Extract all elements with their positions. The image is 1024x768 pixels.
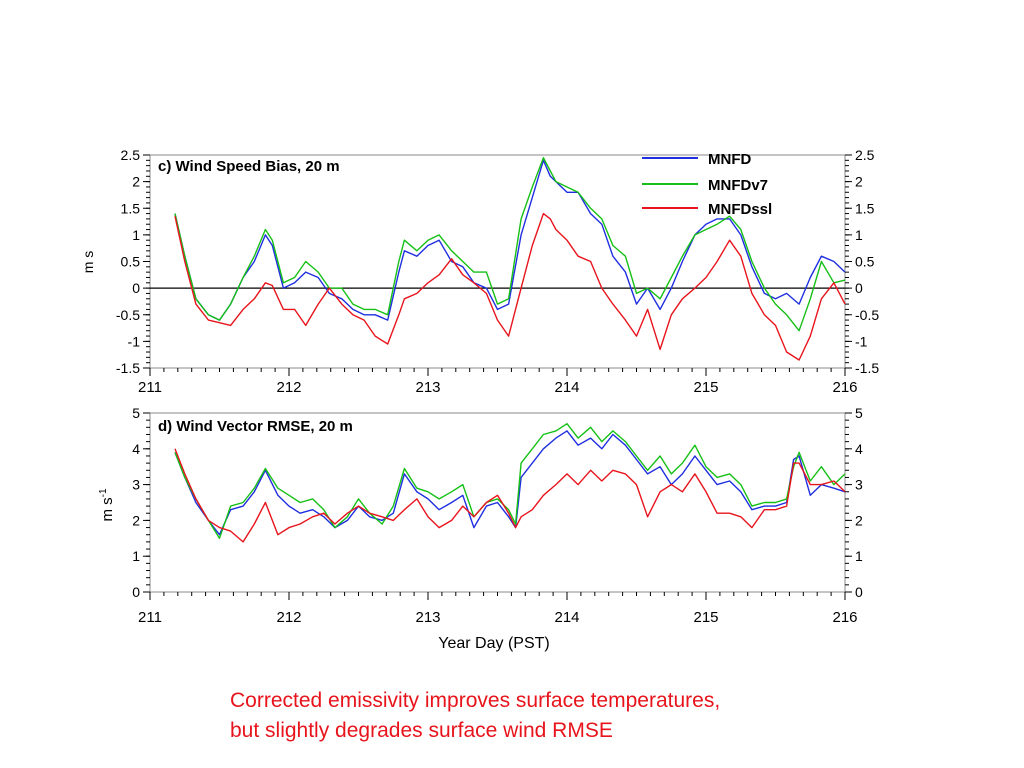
panel-d-xtick-label-3: 214 [554, 609, 579, 626]
panel-d-series-mnfdssl [174, 448, 846, 543]
panel-c-ytick-label-left-5: 1 [132, 227, 140, 243]
panel-c-ytick-label-left-0: -1.5 [116, 360, 140, 376]
panel-d-ytick-label-left-0: 0 [132, 584, 140, 600]
panel-c-series-mnfdssl [174, 212, 846, 361]
panel-d-y-axis-label-group: m s-1 [98, 488, 116, 522]
caption-line-1: Corrected emissivity improves surface te… [230, 689, 721, 712]
panel-d-ytick-label-right-5: 5 [855, 405, 863, 421]
panel-c-xtick-label-4: 215 [693, 379, 718, 396]
panel-d-ytick-label-left-5: 5 [132, 405, 140, 421]
panel-c-ytick-label-right-1: -1 [855, 333, 868, 349]
panel-c-series-mnfd [174, 159, 846, 321]
panel-d-ytick-label-left-4: 4 [132, 441, 140, 457]
panel-d-ytick-label-right-2: 2 [855, 512, 863, 528]
panel-d-series [174, 423, 846, 543]
panel-c-ytick-label-right-6: 1.5 [855, 200, 875, 216]
panel-c-series [174, 156, 846, 361]
panel-c-ytick-label-right-4: 0.5 [855, 254, 875, 270]
panel-c-y-axis-label: m s [80, 251, 96, 274]
panel-d-ytick-label-right-4: 4 [855, 441, 863, 457]
panel-d-xtick-label-4: 215 [693, 609, 718, 626]
panel-c-ytick-label-right-0: -1.5 [855, 360, 879, 376]
panel-d-ticks [143, 412, 852, 600]
panel-c-ytick-label-left-1: -1 [128, 333, 141, 349]
panel-d-ytick-label-left-3: 3 [132, 477, 140, 493]
caption: Corrected emissivity improves surface te… [230, 686, 930, 746]
panel-d-ytick-label-right-1: 1 [855, 548, 863, 564]
panel-c-ytick-label-right-3: 0 [855, 280, 863, 296]
panel-d-xtick-label-1: 212 [276, 609, 301, 626]
panel-d-y-axis-label: m s-1 [98, 488, 116, 522]
panel-c-ytick-label-right-5: 1 [855, 227, 863, 243]
panel-d-wind-vector-rmse: 0 0 1 1 2 2 3 3 4 4 5 5 211 212 213 214 215 216 d) Wind V… [98, 405, 863, 652]
panel-c-xtick-label-1: 212 [276, 379, 301, 396]
panel-d-tick-labels: 0 0 1 1 2 2 3 3 4 4 5 5 211 212 213 214 215 216 [132, 405, 863, 626]
panel-c-xtick-label-2: 213 [415, 379, 440, 396]
panel-d-xtick-label-2: 213 [415, 609, 440, 626]
panel-c-tick-labels: -1.5 -1.5 -1 -1 -0.5 -0.5 0 0 0.5 0.5 1 1 1.5 1.5 2 2 2.… [116, 147, 879, 396]
panel-c-xtick-label-3: 214 [554, 379, 579, 396]
panel-d-ytick-label-right-3: 3 [855, 477, 863, 493]
x-axis-label: Year Day (PST) [438, 635, 549, 652]
panel-c-ytick-label-right-2: -0.5 [855, 307, 879, 323]
panel-c-ytick-label-left-3: 0 [132, 280, 140, 296]
panel-c-ytick-label-left-8: 2.5 [121, 147, 141, 163]
panel-c-xtick-label-0: 211 [138, 379, 162, 396]
panel-d-xtick-label-0: 211 [138, 609, 162, 626]
panel-d-y-axis-label-text: m s [99, 497, 116, 521]
panel-c-ytick-label-left-7: 2 [132, 174, 140, 190]
legend: MNFD MNFDv7 MNFDssl [642, 151, 772, 218]
panel-d-ytick-label-left-1: 1 [132, 548, 140, 564]
panel-c-ytick-label-right-8: 2.5 [855, 147, 875, 163]
panel-c-xtick-label-5: 216 [832, 379, 857, 396]
legend-label-mnfdssl: MNFDssl [708, 201, 772, 218]
panel-d-ytick-label-right-0: 0 [855, 584, 863, 600]
panel-c-series-mnfdv7 [174, 156, 846, 332]
caption-line-2: but slightly degrades surface wind RMSE [230, 719, 613, 742]
panel-d-y-axis-label-sup: -1 [98, 488, 109, 497]
panel-c-wind-speed-bias: -1.5 -1.5 -1 -1 -0.5 -0.5 0 0 0.5 0.5 1 1 1.5 1.5 2 2 2.… [80, 147, 879, 396]
panel-d-series-mnfdv7 [174, 423, 846, 539]
panel-c-ytick-label-left-6: 1.5 [121, 200, 141, 216]
panel-d-series-mnfd [174, 430, 846, 536]
legend-label-mnfdv7: MNFDv7 [708, 177, 768, 194]
panel-c-ticks [143, 154, 852, 376]
panel-c-title: c) Wind Speed Bias, 20 m [158, 158, 340, 175]
panel-d-title: d) Wind Vector RMSE, 20 m [158, 418, 353, 435]
panel-d-ytick-label-left-2: 2 [132, 512, 140, 528]
panel-d-xtick-label-5: 216 [832, 609, 857, 626]
panel-c-ytick-label-left-4: 0.5 [121, 254, 141, 270]
legend-label-mnfd: MNFD [708, 151, 751, 168]
panel-c-ytick-label-left-2: -0.5 [116, 307, 140, 323]
panel-c-ytick-label-right-7: 2 [855, 174, 863, 190]
